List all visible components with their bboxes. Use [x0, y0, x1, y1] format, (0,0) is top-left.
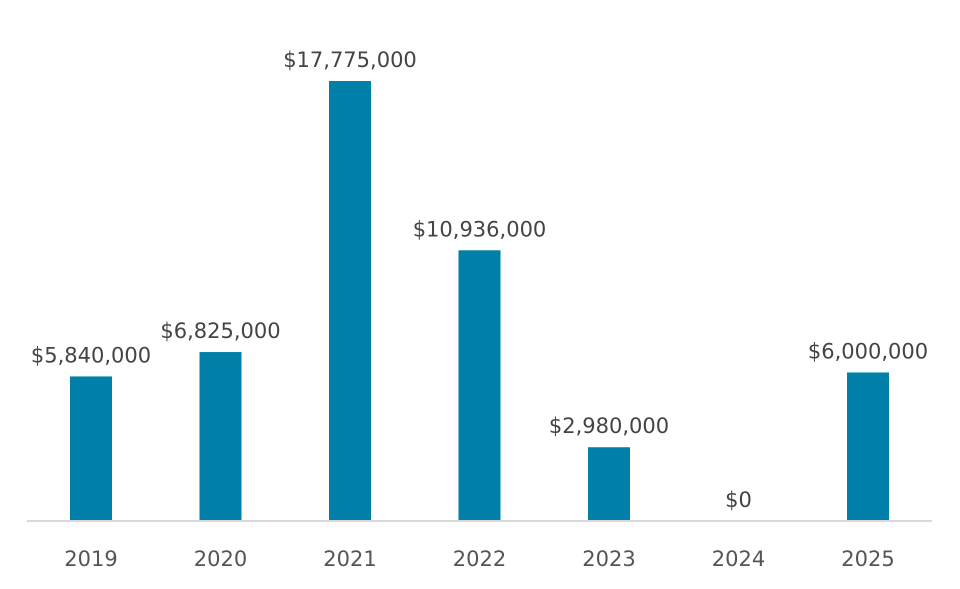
- data-label-2025: $6,000,000: [808, 339, 928, 363]
- data-label-2024: $0: [725, 488, 752, 512]
- bars-group: [70, 81, 889, 522]
- bar-2022: [458, 250, 501, 522]
- bar-2019: [70, 376, 112, 521]
- x-tick-labels-group: 2019 2020 2021 2022 2023 2024 2025: [64, 547, 894, 571]
- bar-2025: [847, 372, 889, 521]
- x-tick-label-2023: 2023: [582, 547, 635, 571]
- data-label-2020: $6,825,000: [160, 319, 280, 343]
- x-tick-label-2025: 2025: [841, 547, 894, 571]
- bar-2021: [329, 81, 371, 521]
- bar-2020: [199, 352, 242, 521]
- data-label-2021: $17,775,000: [283, 48, 417, 72]
- x-tick-label-2021: 2021: [323, 547, 376, 571]
- data-label-2019: $5,840,000: [31, 343, 151, 367]
- x-tick-label-2022: 2022: [453, 547, 506, 571]
- data-label-2022: $10,936,000: [413, 217, 547, 241]
- x-tick-label-2019: 2019: [64, 547, 117, 571]
- x-tick-label-2020: 2020: [194, 547, 247, 571]
- data-label-2023: $2,980,000: [549, 414, 669, 438]
- x-tick-label-2024: 2024: [712, 547, 765, 571]
- data-labels-group: $5,840,000 $6,825,000 $17,775,000 $10,936,0…: [31, 48, 928, 512]
- bar-2023: [588, 447, 630, 521]
